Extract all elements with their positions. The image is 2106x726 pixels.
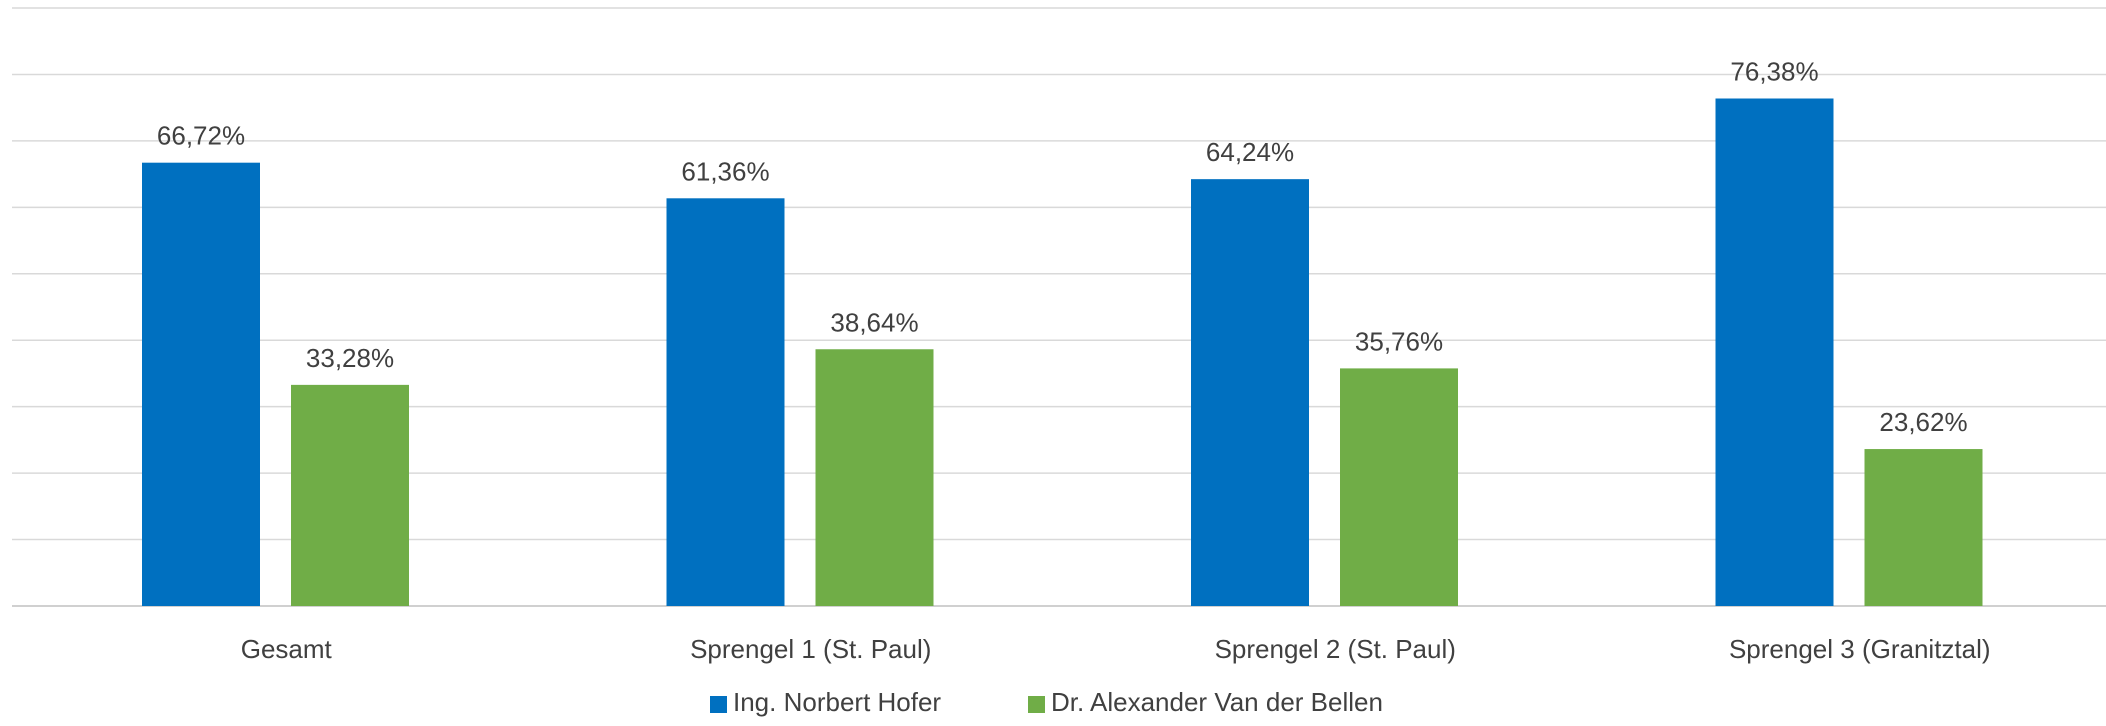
data-labels: 66,72% 33,28% 61,36% 38,64% 64,24% 35,76% 76,3…	[157, 56, 1968, 437]
data-label: 35,76%	[1355, 326, 1443, 356]
legend-label: Ing. Norbert Hofer	[733, 687, 941, 717]
x-tick-label: Sprengel 2 (St. Paul)	[1215, 634, 1456, 664]
data-label: 38,64%	[830, 307, 918, 337]
data-label: 61,36%	[681, 156, 769, 186]
bar-van-der-bellen-2	[1340, 368, 1458, 606]
bars	[142, 98, 1983, 607]
x-tick-label: Sprengel 1 (St. Paul)	[690, 634, 931, 664]
bar-van-der-bellen-1	[815, 349, 934, 606]
bar-hofer-1	[666, 198, 785, 607]
data-label: 66,72%	[157, 121, 245, 151]
data-label: 23,62%	[1879, 407, 1967, 437]
data-label: 76,38%	[1730, 56, 1818, 86]
x-axis-tick-labels: Gesamt Sprengel 1 (St. Paul) Sprengel 2 (S…	[241, 634, 1991, 664]
data-label: 64,24%	[1206, 137, 1294, 167]
legend-swatch	[710, 696, 727, 713]
bar-hofer-0	[142, 162, 260, 606]
legend: Ing. Norbert Hofer Dr. Alexander Van der …	[710, 687, 1383, 717]
bar-hofer-3	[1715, 98, 1834, 607]
data-label: 33,28%	[306, 343, 394, 373]
x-tick-label: Gesamt	[241, 634, 333, 664]
bar-hofer-2	[1191, 179, 1309, 606]
bar-van-der-bellen-0	[291, 384, 409, 606]
bar-van-der-bellen-3	[1864, 449, 1983, 606]
legend-swatch	[1028, 696, 1045, 713]
x-tick-label: Sprengel 3 (Granitztal)	[1729, 634, 1991, 664]
legend-label: Dr. Alexander Van der Bellen	[1051, 687, 1383, 717]
